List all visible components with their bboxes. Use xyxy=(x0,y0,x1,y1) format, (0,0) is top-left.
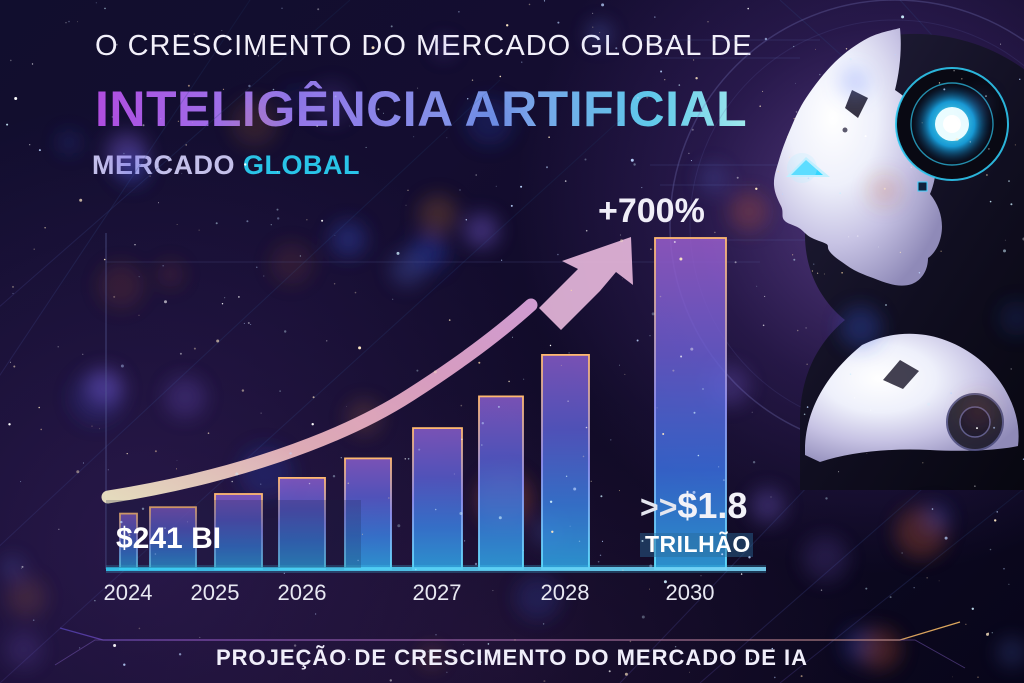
svg-text:2026: 2026 xyxy=(278,580,327,605)
svg-text:2024: 2024 xyxy=(104,580,153,605)
svg-text:$241 BI: $241 BI xyxy=(116,522,221,555)
svg-text:+700%: +700% xyxy=(598,192,705,230)
svg-text:2028: 2028 xyxy=(541,580,590,605)
svg-text:2027: 2027 xyxy=(413,580,462,605)
svg-text:TRILHÃO: TRILHÃO xyxy=(645,530,751,557)
svg-text:2025: 2025 xyxy=(191,580,240,605)
svg-text:2030: 2030 xyxy=(666,580,715,605)
svg-text:PROJEÇÃO DE CRESCIMENTO DO MER: PROJEÇÃO DE CRESCIMENTO DO MERCADO DE IA xyxy=(216,645,808,670)
